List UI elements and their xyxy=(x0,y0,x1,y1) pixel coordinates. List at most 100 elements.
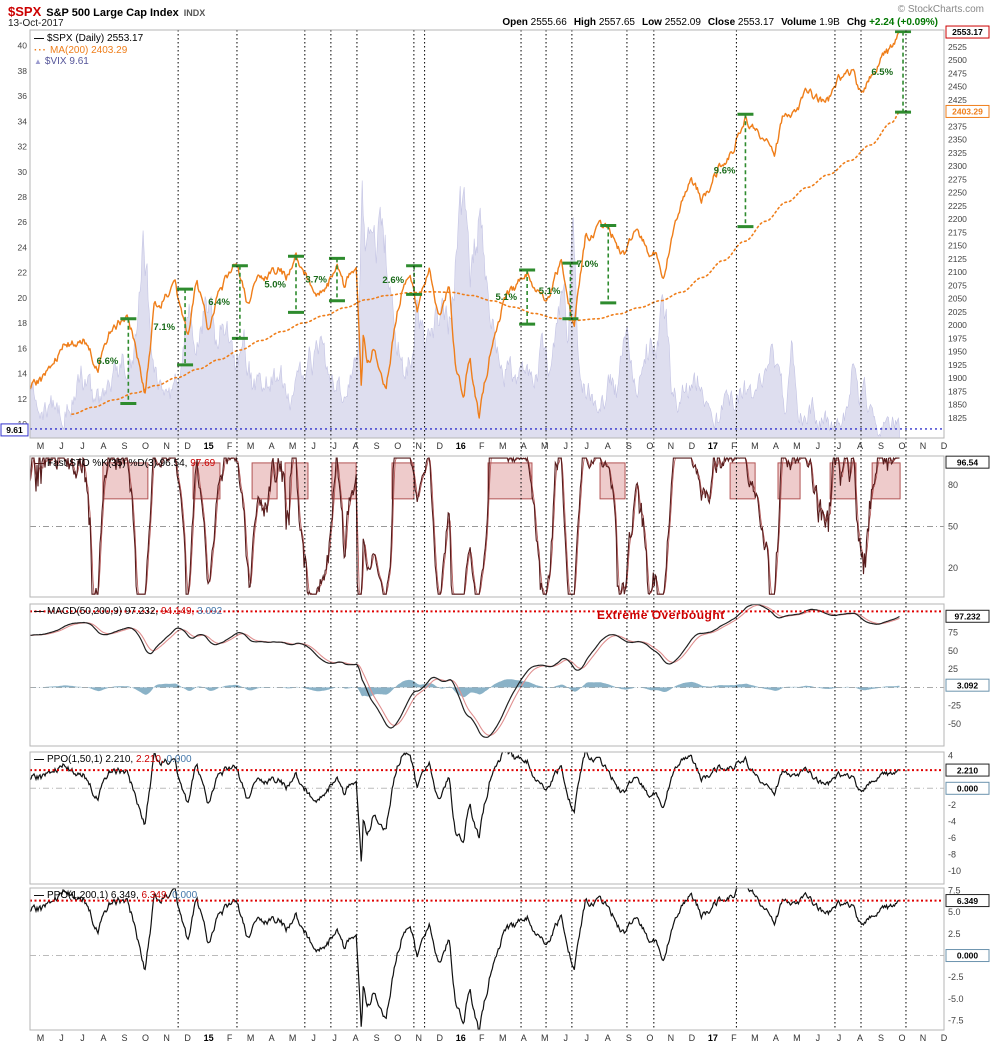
ppo200-tick-label: 5.0 xyxy=(948,907,961,917)
value-box-label: 2.210 xyxy=(957,765,979,775)
sto-overbought-box xyxy=(599,462,626,500)
month-label: A xyxy=(101,1033,107,1043)
month-label: J xyxy=(332,441,337,451)
value-box-label: 2553.17 xyxy=(952,27,983,37)
ppo200-v1: 6.349, xyxy=(110,890,142,901)
value-box-rect xyxy=(945,455,990,469)
month-label: S xyxy=(626,441,632,451)
ppo50-line xyxy=(30,752,900,862)
vix-legend-label: $VIX 9.61 xyxy=(44,56,89,67)
month-label: D xyxy=(689,441,696,451)
macd-legend-label: MACD(50,200,9) xyxy=(47,606,125,617)
month-label: O xyxy=(646,1033,653,1043)
month-label: F xyxy=(731,441,737,451)
pullback-bracket: 9.6% xyxy=(714,112,754,229)
value-box-label: 0.000 xyxy=(957,951,979,961)
month-label: N xyxy=(415,1033,422,1043)
vix-tick-label: 18 xyxy=(18,318,28,328)
month-label: D xyxy=(689,1033,696,1043)
month-label: J xyxy=(816,1033,821,1043)
value-box: 2.210 xyxy=(945,763,990,777)
volume-value: 1.9B xyxy=(819,17,840,28)
macd-tick-label: 75 xyxy=(948,628,958,638)
vix-tick-label: 16 xyxy=(18,343,28,353)
month-label: S xyxy=(878,1033,884,1043)
sto-overbought-box xyxy=(487,462,533,500)
month-label: F xyxy=(479,1033,485,1043)
spx-price-line xyxy=(30,31,900,419)
chg-label: Chg xyxy=(846,17,867,28)
month-label: N xyxy=(920,441,927,451)
month-label: J xyxy=(311,441,316,451)
value-box-rect xyxy=(945,949,990,963)
bracket-label: 2.6% xyxy=(382,275,404,286)
sto-d-value: 97.69 xyxy=(190,458,216,469)
vix-area-swatch: ▲ xyxy=(34,57,42,66)
month-label: N xyxy=(668,1033,675,1043)
price-tick-label: 1900 xyxy=(948,373,967,383)
price-tick-label: 2250 xyxy=(948,188,967,198)
month-label: D xyxy=(436,441,443,451)
month-label: J xyxy=(59,441,64,451)
pullback-bracket: 5.1% xyxy=(539,261,579,321)
month-label: A xyxy=(101,441,107,451)
price-tick-label: 1975 xyxy=(948,333,967,343)
month-label: A xyxy=(269,1033,275,1043)
vix-tick-label: 24 xyxy=(18,242,28,252)
sto-panel-border xyxy=(29,455,945,598)
chart-date: 13-Oct-2017 xyxy=(8,18,64,29)
ppo200-panel-border xyxy=(29,887,945,1031)
price-panel-series xyxy=(30,31,902,438)
sto-series xyxy=(30,456,900,596)
price-tick-label: 2075 xyxy=(948,280,967,290)
month-label: S xyxy=(878,441,884,451)
month-label: N xyxy=(415,441,422,451)
ppo200-panel-legend: — PPO(1,200,1) 6.349, 6.349, 0.000 xyxy=(34,890,197,902)
bracket-label: 6.4% xyxy=(208,297,230,308)
bracket-label: 9.6% xyxy=(714,165,736,176)
sto-tick-label: 50 xyxy=(948,522,958,532)
month-label: 15 xyxy=(204,441,214,451)
quote-strip: Open 2555.66 High 2557.65 Low 2552.09 Close… xyxy=(495,17,938,28)
value-box-rect xyxy=(945,104,990,118)
month-label: M xyxy=(499,1033,507,1043)
month-label: D xyxy=(184,441,191,451)
spx-legend-label: $SPX (Daily) 2553.17 xyxy=(47,33,144,44)
vix-tick-label: 34 xyxy=(18,116,28,126)
price-tick-label: 2475 xyxy=(948,68,967,78)
ppo50-v2: 2.210, xyxy=(135,754,167,765)
sto-overbought-box xyxy=(102,462,149,500)
ppo50-tick-label: -8 xyxy=(948,849,956,859)
month-label: M xyxy=(751,441,759,451)
macd-line-swatch: — xyxy=(34,606,44,617)
value-box-rect xyxy=(945,25,990,39)
price-tick-label: 2100 xyxy=(948,267,967,277)
ppo50-tick-label: -2 xyxy=(948,800,956,810)
value-box-label: 9.61 xyxy=(6,425,23,435)
price-tick-label: 1850 xyxy=(948,400,967,410)
open-value: 2555.66 xyxy=(530,17,567,28)
month-label: A xyxy=(353,1033,359,1043)
month-label: F xyxy=(479,441,485,451)
month-label: S xyxy=(374,1033,380,1043)
month-label: J xyxy=(585,441,590,451)
month-label: J xyxy=(80,1033,85,1043)
pullback-bracket: 6.6% xyxy=(97,317,137,406)
month-label: M xyxy=(289,1033,297,1043)
pullback-bracket: 6.5% xyxy=(871,30,912,114)
month-label: M xyxy=(793,1033,801,1043)
price-tick-label: 2275 xyxy=(948,174,967,184)
sto-legend-label: Fast STO %K(35) %D(3) xyxy=(47,458,160,469)
month-label: N xyxy=(668,441,675,451)
macd-tick-label: 25 xyxy=(948,664,958,674)
pullback-bracket: 5.1% xyxy=(495,268,536,326)
month-label: J xyxy=(564,441,569,451)
ppo200-tick-label: -5.0 xyxy=(948,994,964,1004)
ma200-line-swatch: ··· xyxy=(34,44,47,56)
macd-hist-value: 3.092 xyxy=(197,606,223,617)
month-label: F xyxy=(731,1033,737,1043)
month-label: F xyxy=(227,1033,233,1043)
month-label: M xyxy=(751,1033,759,1043)
vix-tick-label: 28 xyxy=(18,192,28,202)
ppo200-line-swatch: — xyxy=(34,890,44,901)
